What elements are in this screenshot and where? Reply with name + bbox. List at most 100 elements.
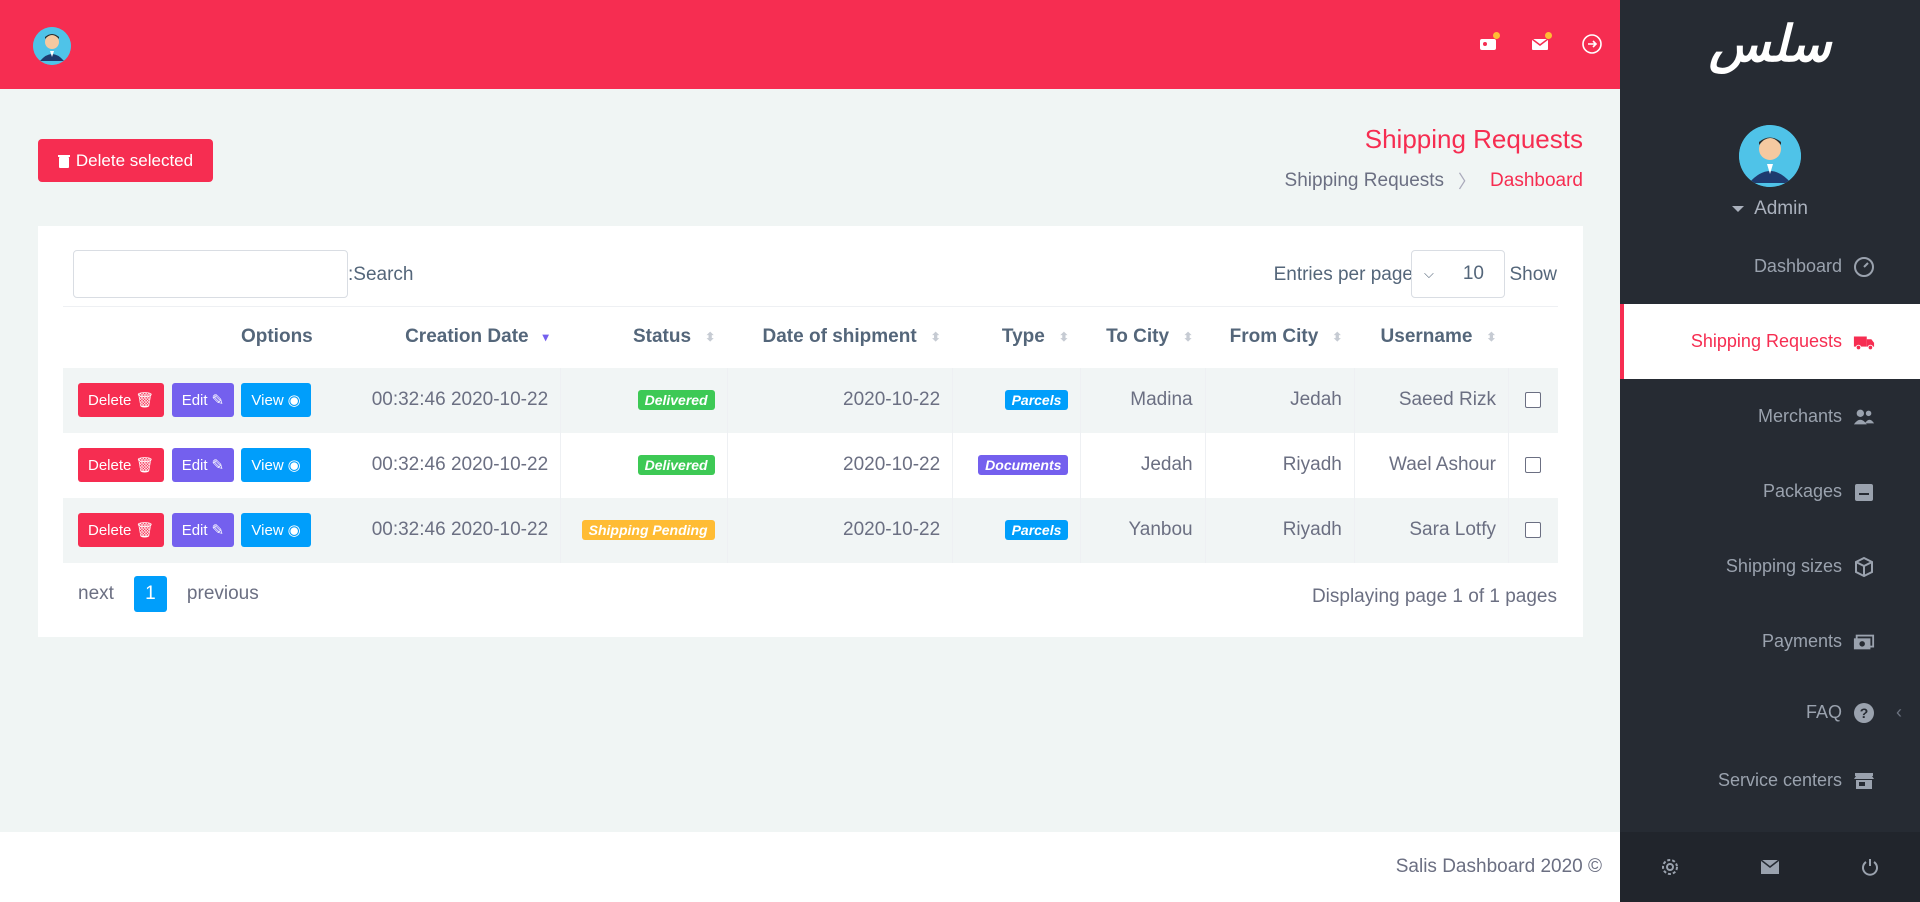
sidebar-item-label: Service centers [1717, 770, 1842, 790]
cell-creation-date: 00:32:46 2020-10-22 [324, 497, 562, 563]
delete-selected-label: Delete selected [75, 150, 194, 170]
sidebar-item-shipping-requests[interactable]: Shipping Requests [1620, 304, 1920, 379]
edit-button[interactable]: Edit ✎ [171, 513, 235, 547]
cell-type: Parcels [952, 497, 1082, 563]
header-select [1508, 306, 1558, 368]
store-icon [1852, 769, 1876, 793]
view-label: View [251, 391, 284, 409]
sort-icon: ⬍ [705, 330, 716, 345]
top-bar [0, 0, 1620, 89]
search-input[interactable] [73, 250, 348, 298]
top-avatar[interactable] [33, 27, 71, 65]
chevron-down-icon: ⌵ [1424, 266, 1434, 281]
sidebar-item-label: Packages [1762, 481, 1842, 501]
entries-select[interactable]: ⌵ 10 [1411, 250, 1505, 298]
current-page[interactable]: 1 [133, 576, 167, 612]
shipping-requests-table: Options Creation Date ▾ Status ⬍ Date of s… [63, 306, 1558, 563]
header-username[interactable]: Username ⬍ [1354, 306, 1509, 368]
user-name: Admin [1754, 198, 1808, 219]
previous-link[interactable]: previous [186, 583, 259, 604]
cell-to-city: Yanbou [1080, 497, 1206, 563]
sidebar-item-dashboard[interactable]: Dashboard [1620, 229, 1920, 304]
delete-button[interactable]: Delete 🗑 [78, 513, 165, 547]
top-icons [1476, 32, 1604, 56]
sidebar-item-label: Payments [1761, 631, 1842, 651]
view-button[interactable]: View ◉ [241, 513, 311, 547]
sidebar-item-merchants[interactable]: Merchants [1620, 379, 1920, 454]
breadcrumb-item[interactable]: Shipping Requests [1284, 170, 1445, 191]
header-type[interactable]: Type ⬍ [952, 306, 1081, 368]
power-icon[interactable] [1856, 853, 1884, 881]
cell-status: Shipping Pending [560, 497, 728, 563]
edit-button[interactable]: Edit ✎ [171, 448, 235, 482]
delete-selected-button[interactable]: Delete selected [38, 139, 213, 182]
delete-button[interactable]: Delete 🗑 [78, 383, 165, 417]
page-title: Shipping Requests [1364, 124, 1583, 154]
next-link[interactable]: next [78, 583, 114, 604]
sidebar-item-service-centers[interactable]: Service centers [1620, 743, 1920, 818]
header-label: From City [1229, 326, 1319, 348]
cell-shipment-date: 2020-10-22 [727, 367, 954, 433]
row-checkbox[interactable] [1525, 391, 1542, 408]
entries-label: Entries per page [1273, 264, 1413, 285]
edit-label: Edit [181, 521, 208, 539]
sidebar-item-payments[interactable]: Payments [1620, 604, 1920, 679]
logout-icon[interactable] [1580, 32, 1604, 56]
sidebar: سلس Admin Dashboard Shipping Requests Me… [1620, 0, 1920, 902]
breadcrumb: Shipping Requests 〉 Dashboard [1285, 168, 1583, 194]
sort-icon: ⬍ [1332, 330, 1343, 345]
status-badge: Delivered [637, 455, 715, 475]
sort-desc-icon: ▾ [542, 330, 549, 345]
trash-icon [57, 154, 70, 168]
view-label: View [251, 456, 284, 474]
sidebar-item-label: Dashboard [1753, 256, 1842, 276]
header-creation-date[interactable]: Creation Date ▾ [324, 306, 561, 368]
cell-shipment-date: 2020-10-22 [727, 497, 954, 563]
search-label: :Search [348, 264, 414, 285]
user-avatar[interactable] [1739, 125, 1801, 187]
ticket-icon[interactable] [1476, 32, 1500, 56]
question-icon: ? [1852, 701, 1876, 725]
header-shipment-date[interactable]: Date of shipment ⬍ [727, 306, 953, 368]
eye-icon: ◉ [287, 522, 301, 539]
row-options: Delete 🗑 Edit ✎ View ◉ [63, 433, 325, 498]
settings-icon[interactable] [1656, 853, 1684, 881]
users-icon [1852, 405, 1876, 429]
breadcrumb-item-active[interactable]: Dashboard [1490, 170, 1583, 191]
sidebar-item-shipping-sizes[interactable]: Shipping sizes [1620, 529, 1920, 604]
row-checkbox[interactable] [1525, 456, 1542, 473]
sidebar-item-label: Merchants [1757, 406, 1842, 426]
user-menu[interactable]: Admin [1620, 198, 1920, 220]
mail-icon[interactable] [1528, 32, 1552, 56]
package-icon [1852, 480, 1876, 504]
delete-label: Delete [88, 391, 132, 409]
header-label: Status [632, 326, 692, 348]
sidebar-item-faq[interactable]: FAQ ? ‹ [1620, 675, 1920, 750]
view-button[interactable]: View ◉ [241, 448, 311, 482]
header-status[interactable]: Status ⬍ [560, 306, 728, 368]
cell-type: Parcels [952, 367, 1082, 433]
cell-shipment-date: 2020-10-22 [727, 432, 954, 498]
truck-icon [1852, 330, 1876, 354]
speedometer-icon [1852, 255, 1876, 279]
sidebar-item-packages[interactable]: Packages [1620, 454, 1920, 529]
entries-value: 10 [1462, 263, 1484, 284]
trash-icon: 🗑 [135, 522, 155, 539]
cube-icon [1852, 555, 1876, 579]
header-label: Type [1001, 326, 1045, 348]
show-label: Show [1509, 264, 1557, 285]
edit-button[interactable]: Edit ✎ [171, 383, 235, 417]
header-from-city[interactable]: From City ⬍ [1205, 306, 1355, 368]
cell-select [1508, 433, 1558, 498]
header-to-city[interactable]: To City ⬍ [1080, 306, 1206, 368]
eye-icon: ◉ [287, 457, 301, 474]
table-row: Delete 🗑 Edit ✎ View ◉ 00:32:46 2020-10-22 … [63, 367, 1558, 433]
row-checkbox[interactable] [1525, 521, 1542, 538]
delete-button[interactable]: Delete 🗑 [78, 448, 165, 482]
edit-label: Edit [181, 391, 208, 409]
view-button[interactable]: View ◉ [241, 383, 311, 417]
cell-creation-date: 00:32:46 2020-10-22 [324, 432, 562, 498]
mail-icon[interactable] [1756, 853, 1784, 881]
sidebar-footer [1620, 832, 1920, 902]
cell-from-city: Jedah [1205, 367, 1355, 433]
